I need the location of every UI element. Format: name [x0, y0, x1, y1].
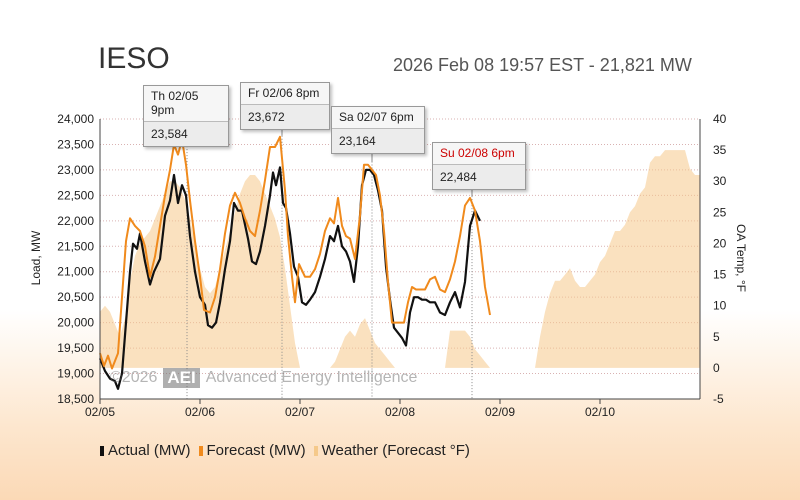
- watermark: ©2026 AEI Advanced Energy Intelligence: [110, 368, 417, 388]
- tooltip-thu: Th 02/05 9pm 23,584: [143, 85, 229, 147]
- chart-subtitle: 2026 Feb 08 19:57 EST - 21,821 MW: [393, 55, 692, 75]
- tooltip-label: Th 02/05 9pm: [144, 86, 228, 122]
- chart-title: IESO: [98, 42, 170, 75]
- legend-label: Weather (Forecast °F): [321, 442, 470, 459]
- y2-tick-label: 5: [713, 330, 720, 344]
- y2-tick-label: 25: [713, 205, 727, 219]
- tooltip-value: 23,672: [248, 110, 285, 124]
- y-tick-label: 18,500: [57, 392, 94, 406]
- x-tick-label: 02/07: [285, 405, 315, 419]
- y2-tick-label: 35: [713, 143, 727, 157]
- x-tick-label: 02/10: [585, 405, 615, 419]
- y2-tick-label: 30: [713, 174, 727, 188]
- y2-tick-label: -5: [713, 392, 724, 406]
- x-tick-label: 02/09: [485, 405, 515, 419]
- tooltip-sun: Su 02/08 6pm 22,484: [432, 142, 526, 190]
- y-tick-label: 19,500: [57, 341, 94, 355]
- y2-tick-label: 20: [713, 236, 727, 250]
- tooltip-value: 23,584: [151, 127, 188, 141]
- y2-tick-label: 10: [713, 299, 727, 313]
- y2-tick-label: 15: [713, 268, 727, 282]
- y2-tick-label: 0: [713, 361, 720, 375]
- x-tick-label: 02/08: [385, 405, 415, 419]
- tooltip-label: Sa 02/07 6pm: [332, 107, 424, 129]
- actual-line: [98, 166, 481, 390]
- aei-logo: AEI: [163, 368, 200, 388]
- x-tick-label: 02/05: [85, 405, 115, 419]
- tooltip-value: 23,164: [339, 134, 376, 148]
- y2-tick-label: 40: [713, 112, 727, 126]
- weather-area: [100, 150, 700, 368]
- tooltip-label: Su 02/08 6pm: [433, 143, 525, 165]
- legend-item-actual[interactable]: Actual (MW): [100, 442, 191, 459]
- watermark-copyright: ©2026: [110, 369, 158, 386]
- legend-item-forecast[interactable]: Forecast (MW): [198, 442, 306, 459]
- forecast-line: [99, 135, 491, 370]
- y-tick-label: 22,000: [57, 214, 94, 228]
- y-tick-label: 20,500: [57, 290, 94, 304]
- legend-label: Forecast (MW): [206, 442, 306, 459]
- tooltip-value: 22,484: [440, 170, 477, 184]
- y2-axis-title: OA Temp, °F: [734, 224, 748, 292]
- legend-swatch: [313, 445, 318, 456]
- y-tick-label: 23,000: [57, 163, 94, 177]
- y-tick-label: 21,500: [57, 239, 94, 253]
- y-tick-label: 21,000: [57, 265, 94, 279]
- chart-legend: Actual (MW) Forecast (MW) Weather (Forec…: [100, 442, 472, 459]
- legend-swatch: [198, 445, 203, 456]
- y-tick-label: 19,000: [57, 367, 94, 381]
- legend-swatch: [100, 445, 104, 456]
- tooltip-label: Fr 02/06 8pm: [241, 83, 329, 105]
- y-axis-title: Load, MW: [29, 230, 43, 285]
- y-tick-label: 23,500: [57, 137, 94, 151]
- legend-label: Actual (MW): [108, 442, 191, 459]
- tooltip-fri: Fr 02/06 8pm 23,672: [240, 82, 330, 130]
- y-tick-label: 24,000: [57, 112, 94, 126]
- legend-item-weather[interactable]: Weather (Forecast °F): [313, 442, 470, 459]
- tooltip-sat: Sa 02/07 6pm 23,164: [331, 106, 425, 154]
- x-tick-label: 02/06: [185, 405, 215, 419]
- watermark-name: Advanced Energy Intelligence: [205, 369, 418, 386]
- y-tick-label: 22,500: [57, 188, 94, 202]
- y-tick-label: 20,000: [57, 316, 94, 330]
